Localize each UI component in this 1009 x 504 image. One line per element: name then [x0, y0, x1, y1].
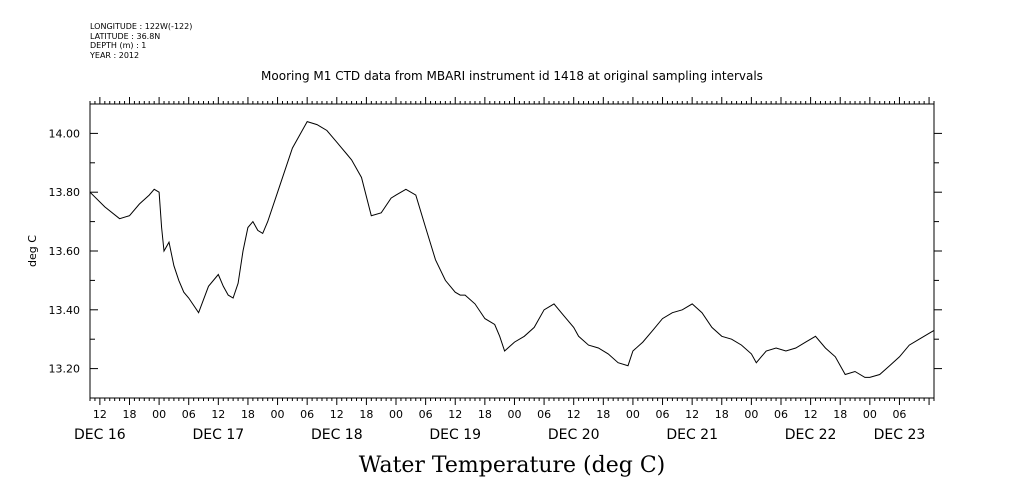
x-axis-label: Water Temperature (deg C): [358, 453, 666, 478]
metadata-block: LONGITUDE : 122W(-122) LATITUDE : 36.8N …: [90, 22, 192, 60]
x-date-label: DEC 17: [192, 427, 244, 443]
x-date-label: DEC 21: [666, 427, 718, 443]
x-date-label: DEC 19: [429, 427, 481, 443]
x-tick-label: 18: [833, 408, 847, 421]
x-tick-label: 12: [211, 408, 225, 421]
meta-year: YEAR : 2012: [90, 50, 140, 60]
x-tick-label: 06: [419, 408, 433, 421]
x-tick-label: 12: [567, 408, 581, 421]
y-tick-label: 13.20: [49, 363, 81, 376]
meta-latitude: LATITUDE : 36.8N: [90, 31, 161, 41]
x-tick-label: 06: [537, 408, 551, 421]
x-tick-label: 00: [744, 408, 758, 421]
x-tick-label: 06: [182, 408, 196, 421]
x-tick-label: 06: [656, 408, 670, 421]
x-tick-label: 12: [448, 408, 462, 421]
x-tick-labels: 12 18 00 06 12 18 00 06 12 18 00 06 12 18 00 06 12 18 00 06…: [93, 408, 907, 421]
meta-depth: DEPTH (m) : 1: [90, 41, 147, 50]
x-tick-label: 00: [507, 408, 521, 421]
x-tick-label: 00: [389, 408, 403, 421]
x-tick-label: 00: [626, 408, 640, 421]
y-tick-label: 13.40: [49, 304, 81, 317]
x-tick-label: 18: [359, 408, 373, 421]
x-date-labels: DEC 16 DEC 17 DEC 18 DEC 19 DEC 20 DEC 21 DEC …: [74, 427, 925, 443]
x-tick-label: 18: [478, 408, 492, 421]
y-tick-label: 14.00: [49, 127, 81, 140]
y-tick-labels: 13.20 13.40 13.60 13.80 14.00: [49, 127, 81, 375]
x-tick-label: 06: [774, 408, 788, 421]
x-tick-label: 18: [122, 408, 136, 421]
x-tick-label: 12: [93, 408, 107, 421]
x-tick-label: 18: [715, 408, 729, 421]
axis-ticks: [89, 97, 942, 405]
x-date-label: DEC 16: [74, 427, 126, 443]
meta-longitude: LONGITUDE : 122W(-122): [90, 22, 193, 31]
x-tick-label: 00: [152, 408, 166, 421]
y-axis-label: deg C: [26, 235, 39, 267]
y-tick-label: 13.80: [49, 186, 81, 199]
chart-title: Mooring M1 CTD data from MBARI instrumen…: [261, 69, 763, 83]
x-tick-label: 18: [241, 408, 255, 421]
x-date-label: DEC 18: [311, 427, 363, 443]
water-temperature-line: [89, 121, 935, 378]
plot-frame: [89, 103, 935, 399]
x-tick-label: 06: [300, 408, 314, 421]
x-tick-label: 00: [863, 408, 877, 421]
x-tick-label: 12: [685, 408, 699, 421]
x-tick-label: 06: [892, 408, 906, 421]
x-tick-label: 18: [596, 408, 610, 421]
x-date-label: DEC 22: [785, 427, 837, 443]
y-tick-label: 13.60: [49, 245, 81, 258]
x-date-label: DEC 20: [548, 427, 600, 443]
x-tick-label: 12: [804, 408, 818, 421]
x-tick-label: 12: [330, 408, 344, 421]
x-tick-label: 00: [271, 408, 285, 421]
x-date-label: DEC 23: [874, 427, 926, 443]
